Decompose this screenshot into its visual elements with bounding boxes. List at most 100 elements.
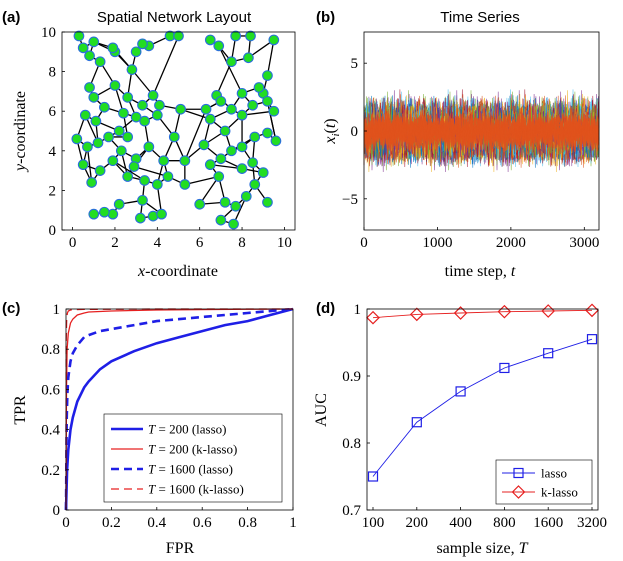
network-node: [115, 145, 127, 157]
y-tick-label: 10: [41, 25, 56, 41]
network-node: [122, 131, 134, 143]
x-tick-label: 0: [360, 235, 368, 251]
x-tick-label: 4: [154, 235, 162, 251]
y-tick-label: 0: [351, 124, 359, 140]
square-marker: [367, 471, 379, 482]
network-node: [139, 175, 150, 186]
diamond-marker: [409, 307, 424, 322]
diamond-marker: [366, 310, 380, 325]
panel-a-ylabel-var: y: [12, 163, 29, 173]
network-node: [158, 155, 170, 167]
time-series-lines: [363, 89, 600, 173]
network-node: [262, 127, 273, 139]
panel-b-label: (b): [316, 9, 335, 26]
panel-a-xlabel-var: x: [137, 263, 145, 280]
network-node: [73, 30, 85, 42]
x-tick-label: 8: [238, 235, 246, 251]
network-node: [113, 125, 125, 137]
network-node: [175, 103, 186, 115]
x-tick-label: 2: [111, 235, 119, 251]
network-node: [122, 91, 134, 103]
panel-c-frame: [65, 308, 294, 511]
network-node: [200, 103, 212, 115]
network-node: [126, 64, 138, 75]
network-node: [179, 155, 191, 167]
network-node: [86, 177, 98, 188]
panel-b-xlabel: time step, t: [445, 263, 516, 280]
legend-label: T = 1600 (k-lasso): [148, 482, 244, 497]
network-node: [139, 115, 150, 127]
network-node: [243, 52, 254, 64]
network-node: [99, 101, 110, 113]
panel-d-ticks: 100 200 400 800 1600 3200 0.7 0.8 0.9 1: [342, 302, 607, 531]
network-node: [82, 141, 93, 153]
y-tick-label: 0.8: [41, 342, 60, 358]
diamond-marker: [497, 304, 512, 319]
network-node: [137, 194, 148, 206]
network-node: [226, 56, 237, 68]
diamond-marker: [511, 485, 526, 499]
network-node: [168, 131, 180, 143]
panel-a-xlabel-rest: -coordinate: [145, 263, 218, 280]
y-tick-label: 4: [49, 144, 57, 160]
y-tick-label: 6: [49, 104, 57, 120]
network-node: [236, 163, 248, 174]
network-node: [137, 99, 148, 111]
x-tick-label: 3200: [577, 515, 607, 531]
auc-line: [372, 338, 593, 477]
square-marker: [411, 417, 422, 428]
time-series-line: [363, 107, 600, 160]
panel-c-xlabel: FPR: [166, 540, 195, 557]
network-node: [90, 115, 102, 127]
panel-b-title: Time Series: [440, 9, 519, 26]
network-edge: [199, 176, 220, 205]
legend-label: T = 200 (lasso): [148, 422, 226, 437]
time-series-line: [363, 102, 600, 159]
legend-label-var: T: [148, 462, 156, 477]
roc-curve: [65, 308, 294, 511]
network-node: [249, 131, 261, 143]
network-node: [230, 30, 242, 42]
network-node: [154, 99, 165, 111]
network-node: [99, 206, 110, 218]
network-node: [179, 179, 191, 190]
roc-curve: [64, 307, 294, 511]
legend-box: [495, 459, 593, 505]
network-node: [194, 198, 206, 210]
network-node: [88, 36, 100, 48]
y-tick-label: 1: [53, 302, 61, 318]
network-node: [249, 179, 261, 190]
y-tick-label: 0.6: [41, 382, 60, 398]
panel-c: (c) 0 0.2 0.4 0.6 0.8 1 0 0.2 0.4 0.6 0.8 1 T = 200…: [2, 300, 297, 557]
panel-d-label: (d): [316, 300, 335, 317]
network-node: [88, 208, 100, 220]
legend-label-rest: = 1600 (lasso): [155, 462, 233, 477]
y-tick-label: 0.4: [41, 423, 60, 439]
network-node: [151, 179, 163, 190]
y-tick-label: 0.2: [41, 463, 60, 479]
diamond-marker: [453, 306, 468, 320]
panel-b: (b) Time Series 0 1000 2000 3000 −5 0 5 time s…: [316, 9, 600, 280]
network-node: [173, 30, 184, 42]
diamond-marker: [585, 303, 599, 318]
network-node: [94, 165, 106, 176]
network-node: [103, 131, 114, 143]
network-node: [226, 103, 237, 115]
y-tick-label: 0: [53, 503, 61, 519]
x-tick-label: 3000: [569, 235, 599, 251]
network-node: [204, 113, 216, 125]
network-edge: [112, 160, 145, 182]
network-node: [107, 42, 119, 54]
network-edge: [131, 69, 154, 96]
y-tick-label: 1: [354, 302, 362, 318]
network-node: [262, 95, 273, 107]
panel-a: (a) Spatial Network Layout 0 2 4 6 8 10 0 2 4 6 8 1…: [2, 9, 296, 280]
panel-b-ticks: 0 1000 2000 3000 −5 0 5: [342, 56, 599, 251]
network-edge: [184, 108, 207, 161]
y-tick-label: −5: [342, 192, 358, 208]
panel-a-title: Spatial Network Layout: [97, 9, 252, 26]
network-node: [77, 42, 89, 54]
y-tick-label: 0: [49, 223, 57, 239]
x-tick-label: 400: [449, 515, 472, 531]
network-node: [92, 137, 104, 149]
